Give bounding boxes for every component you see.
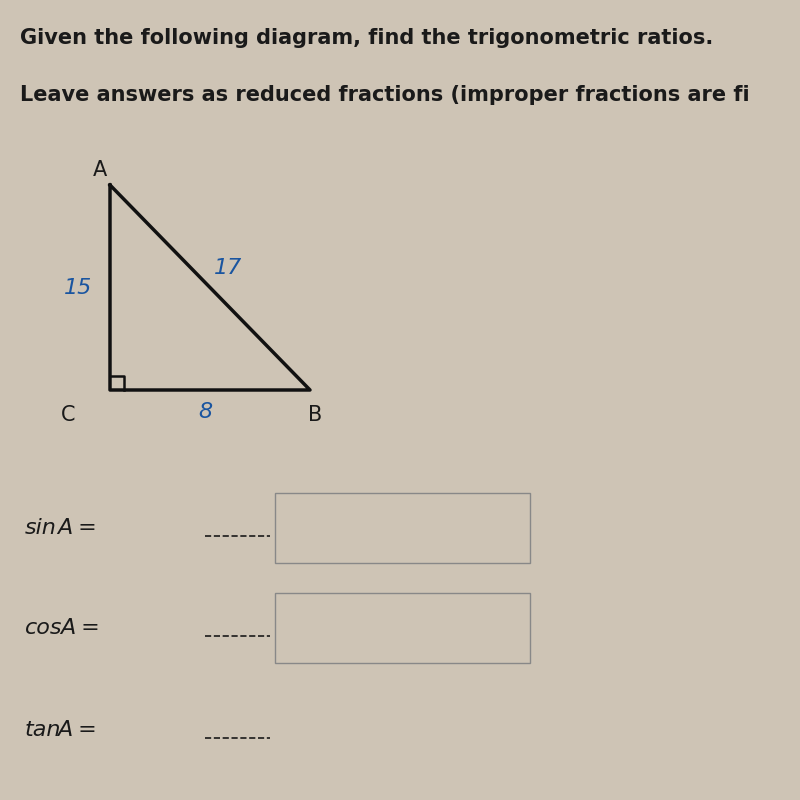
Text: B: B — [308, 405, 322, 425]
Text: tan: tan — [25, 720, 62, 740]
Text: 15: 15 — [64, 278, 92, 298]
Text: A: A — [93, 160, 107, 180]
Text: A: A — [57, 518, 72, 538]
Text: A: A — [57, 720, 72, 740]
Text: A: A — [60, 618, 75, 638]
Text: =: = — [71, 720, 97, 740]
Text: =: = — [74, 618, 100, 638]
Text: Given the following diagram, find the trigonometric ratios.: Given the following diagram, find the tr… — [20, 28, 714, 48]
Text: =: = — [71, 518, 97, 538]
Text: 8: 8 — [198, 402, 212, 422]
Bar — [275, 593, 530, 663]
Text: C: C — [61, 405, 75, 425]
Text: sin: sin — [25, 518, 57, 538]
Bar — [275, 493, 530, 563]
Text: cos: cos — [25, 618, 62, 638]
Text: 17: 17 — [214, 258, 242, 278]
Text: Leave answers as reduced fractions (improper fractions are fi: Leave answers as reduced fractions (impr… — [20, 85, 750, 105]
